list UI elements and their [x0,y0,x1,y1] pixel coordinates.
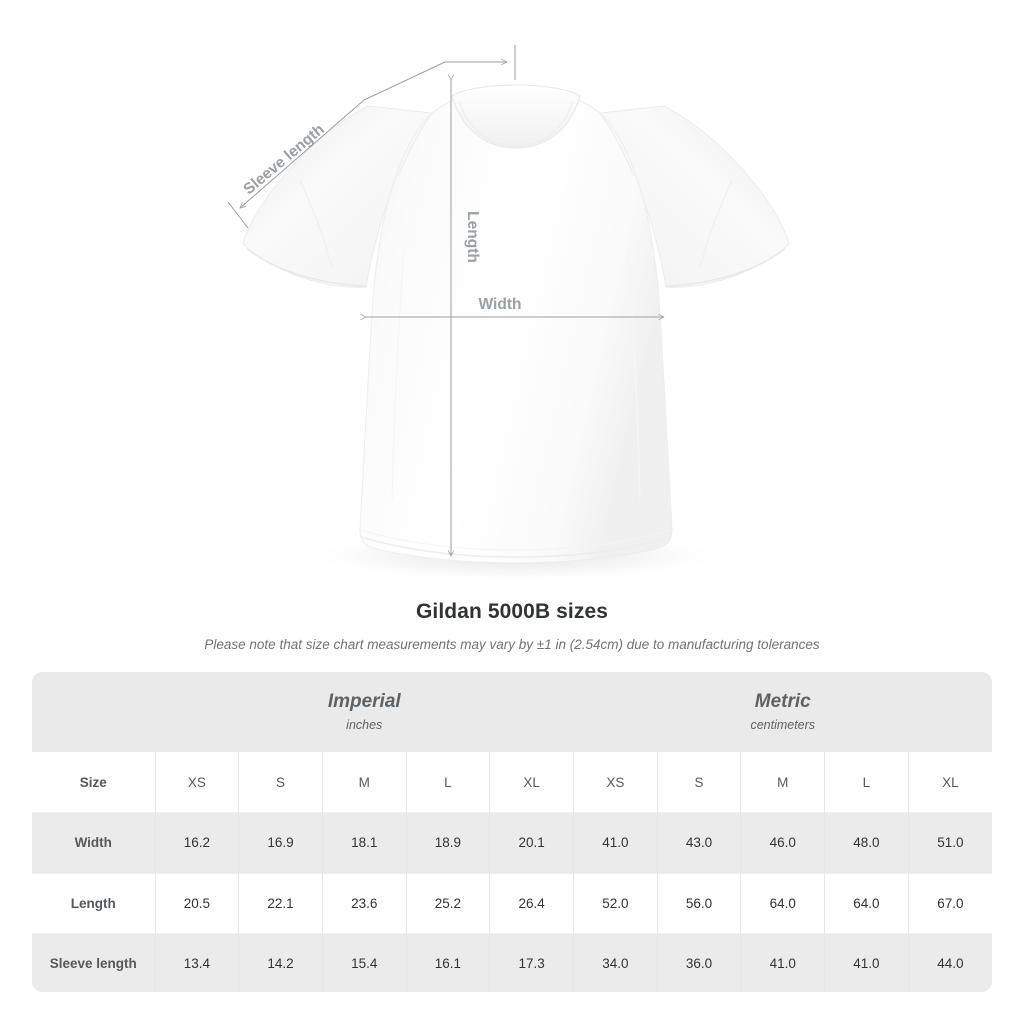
collar-ribbing [451,84,581,149]
row-label: Width [32,812,156,873]
unit-group-header-row: Imperial inches Metric centimeters [32,672,992,752]
right-sleeve-fold [699,179,733,269]
unit-group-imperial: Imperial inches [155,672,574,752]
collar-inner-edge [458,100,574,147]
size-header-9: XL [908,752,992,813]
measurement-cell: 41.0 [824,933,909,992]
size-header-2: M [322,752,407,813]
measurement-cell: 18.1 [322,812,407,873]
measurement-cell: 43.0 [657,812,742,873]
measurement-cell: 51.0 [908,812,992,873]
size-header-1: S [238,752,323,813]
right-sleeve-hem [665,248,786,287]
measurement-cell: 22.1 [238,872,323,934]
measurement-cell: 64.0 [824,872,909,934]
measurement-cell: 67.0 [908,872,992,934]
size-header-7: M [740,752,826,813]
unit-group-subtitle: inches [346,718,383,732]
unit-group-subtitle: centimeters [750,718,816,732]
page-title: Gildan 5000B sizes [415,600,609,623]
shirt-body [359,88,673,564]
unit-group-name: Imperial [327,691,401,712]
left-sleeve-hem [246,248,367,287]
measurement-cell: 44.0 [908,933,992,992]
measurement-cell: 48.0 [824,812,909,873]
measurement-cell: 16.9 [238,812,323,873]
measurement-cell: 25.2 [406,872,491,934]
table-row: Sleeve length 13.4 14.2 15.4 16.1 17.3 34.0 36.… [32,933,992,992]
size-header-row: Size XS S M L XL XS S M L XL [32,752,992,813]
left-shoulder-seam [397,112,433,177]
table-corner-label: Size [32,752,156,813]
bottom-hem-inner [360,529,672,551]
right-shoulder-seam [599,112,635,177]
size-header-5: XS [573,752,658,813]
length-label: Length [464,211,481,263]
measurement-cell: 41.0 [740,933,826,992]
measurement-cell: 16.2 [155,812,240,873]
measurement-cell: 26.4 [489,872,574,934]
body-fold-left [391,249,405,501]
unit-group-metric: Metric centimeters [573,672,992,752]
unit-row-corner [32,672,155,752]
page-subtitle: Please note that size chart measurements… [204,637,820,652]
title-block: Gildan 5000B sizes Please note that size… [0,598,1024,654]
measurement-cell: 64.0 [740,872,826,934]
sleeve-length-end-tick [227,201,249,229]
measurement-cell: 16.1 [406,933,491,992]
measurement-cell: 34.0 [573,933,658,992]
size-header-3: L [406,752,491,813]
unit-group-name: Metric [754,691,811,712]
measurement-cell: 15.4 [322,933,407,992]
size-chart-table-container: Imperial inches Metric centimeters Size XS S M… [32,672,992,992]
size-header-8: L [824,752,909,813]
table-row: Width 16.2 16.9 18.1 18.9 20.1 41.0 43.0 46.0 48.… [32,812,992,873]
body-fold-right [627,249,641,501]
measurement-cell: 36.0 [657,933,742,992]
bottom-hem [360,536,672,558]
measurement-cell: 46.0 [740,812,826,873]
measurement-cell: 13.4 [155,933,240,992]
measurement-cell: 20.5 [155,872,240,934]
measurement-cell: 41.0 [573,812,658,873]
measurement-cell: 23.6 [322,872,407,934]
measurement-cell: 52.0 [573,872,658,934]
size-header-6: S [657,752,742,813]
left-sleeve-fold [299,179,333,269]
size-header-0: XS [155,752,240,813]
row-label: Length [32,872,156,934]
sleeve-length-leader [363,61,446,101]
width-label: Width [479,296,522,313]
tshirt-illustration: Sleeve length Length Width [227,45,790,582]
size-header-4: XL [489,752,574,813]
measurement-cell: 56.0 [657,872,742,934]
measurement-cell: 17.3 [489,933,574,992]
measurement-cell: 18.9 [406,812,491,873]
sleeve-length-dimension-line [240,99,365,208]
measurement-rows: Width 16.2 16.9 18.1 18.9 20.1 41.0 43.0 46.0 48.… [32,812,992,992]
product-diagram: Sleeve length Length Width [227,45,790,582]
measurement-cell: 20.1 [489,812,574,873]
size-chart-table: Imperial inches Metric centimeters Size XS S M… [32,672,992,992]
measurement-cell: 14.2 [238,933,323,992]
row-label: Sleeve length [32,933,156,992]
table-row: Length 20.5 22.1 23.6 25.2 26.4 52.0 56.0 64.0 64… [32,872,992,934]
